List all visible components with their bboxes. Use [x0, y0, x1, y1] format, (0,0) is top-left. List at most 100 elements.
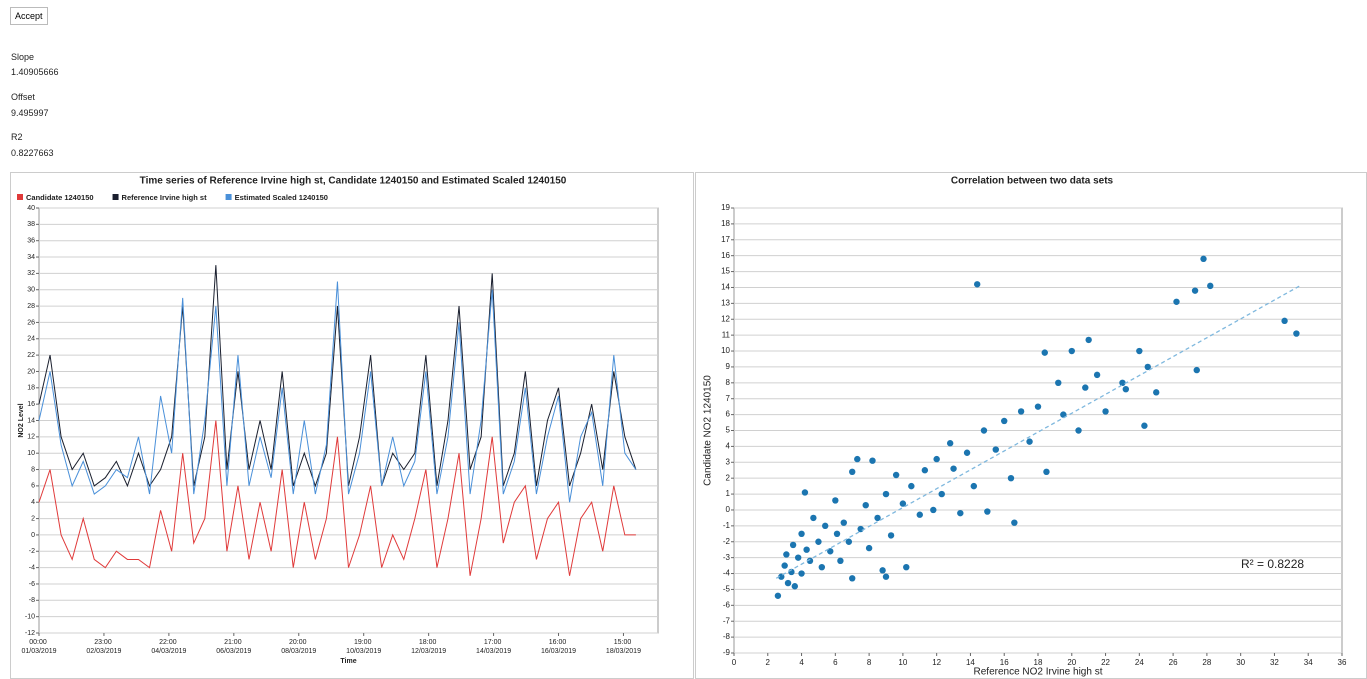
legend-label: Candidate 1240150	[26, 193, 94, 202]
y-tick-label: 13	[721, 298, 730, 307]
x-tick-label: 8	[867, 658, 872, 667]
scatter-point	[933, 455, 940, 463]
accept-button[interactable]: Accept	[10, 7, 48, 25]
legend-swatch	[112, 194, 119, 200]
x-tick-label: 24	[1135, 658, 1144, 667]
scatter-point	[794, 554, 802, 561]
scatter-point	[1034, 403, 1042, 410]
scatter-point	[791, 583, 798, 590]
scatter-point	[1153, 389, 1160, 396]
scatter-point	[984, 508, 991, 515]
scatter-point	[1055, 379, 1062, 387]
scatter-point	[833, 530, 841, 538]
scatter-point	[798, 570, 805, 577]
chart-title: Time series of Reference Irvine high st,…	[140, 176, 567, 187]
field-value: 9.495997	[11, 108, 49, 118]
y-tick-label: 40	[27, 205, 35, 212]
scatter-point	[1093, 371, 1101, 379]
scatter-point	[1173, 298, 1180, 305]
scatter-point	[938, 490, 945, 498]
y-tick-label: 4	[31, 499, 35, 506]
x-tick-label: 14	[966, 658, 975, 667]
y-tick-label: 30	[27, 287, 35, 294]
scatter-point	[1102, 408, 1109, 415]
y-tick-label: 12	[27, 434, 35, 441]
scatter-point	[1119, 379, 1126, 387]
x-tick-label: 15:00 18/03/2019	[606, 639, 641, 655]
y-tick-label: -2	[29, 548, 35, 555]
x-tick-label: 36	[1338, 658, 1347, 667]
y-tick-label: 5	[726, 426, 731, 435]
y-tick-label: 32	[27, 270, 35, 277]
x-tick-label: 32	[1270, 658, 1279, 667]
x-tick-label: 4	[799, 658, 804, 667]
legend-swatch	[17, 194, 23, 200]
y-tick-label: -4	[29, 564, 35, 571]
y-tick-label: -8	[29, 597, 35, 604]
scatter-point	[865, 544, 873, 552]
scatter-point	[798, 530, 805, 538]
scatter-point	[921, 467, 929, 474]
y-tick-label: -6	[29, 581, 35, 588]
y-axis-label: Candidate NO2 1240150	[703, 375, 714, 486]
scatter-point	[899, 500, 907, 507]
x-tick-label: 00:00 01/03/2019	[21, 639, 56, 655]
y-tick-label: 38	[27, 221, 35, 228]
scatter-point	[1043, 468, 1050, 476]
scatter-point	[1007, 474, 1015, 482]
legend-label: Reference Irvine high st	[122, 193, 208, 202]
y-tick-label: 19	[721, 203, 730, 212]
scatter-point	[980, 427, 988, 434]
scatter-point	[832, 497, 839, 504]
x-axis-label: Time	[340, 658, 356, 665]
x-tick-label: 12	[932, 658, 941, 667]
scatter-point	[822, 522, 829, 530]
scatter-point	[810, 514, 817, 522]
scatter-point	[854, 455, 861, 463]
y-tick-label: -1	[723, 521, 731, 530]
x-tick-label: 30	[1236, 658, 1245, 667]
y-tick-label: 16	[721, 251, 730, 260]
x-tick-label: 18:00 12/03/2019	[411, 639, 446, 655]
trend-line	[775, 285, 1301, 579]
y-tick-label: 6	[31, 483, 35, 490]
scatter-point	[992, 446, 999, 453]
scatter-point	[784, 579, 792, 587]
scatter-point	[1060, 411, 1067, 418]
y-tick-label: 8	[726, 378, 731, 387]
scatter-point	[774, 592, 782, 599]
y-tick-label: -2	[723, 537, 731, 546]
scatter-point	[887, 532, 895, 539]
y-axis-label: NO2 Level	[18, 403, 25, 437]
x-tick-label: 17:00 14/03/2019	[476, 639, 511, 655]
y-tick-label: -7	[723, 616, 731, 625]
scatter-point	[963, 449, 971, 456]
x-tick-label: 23:00 02/03/2019	[86, 639, 121, 655]
scatter-point	[1082, 384, 1089, 391]
y-tick-label: -4	[723, 569, 731, 578]
x-tick-label: 26	[1169, 658, 1178, 667]
y-tick-label: 15	[721, 267, 730, 276]
scatter-point	[803, 546, 810, 553]
field-value: 1.40905666	[11, 67, 59, 77]
y-tick-label: 8	[31, 466, 35, 473]
scatter-point	[840, 519, 847, 526]
y-tick-label: 28	[27, 303, 35, 310]
y-tick-label: 2	[726, 473, 731, 482]
x-tick-label: 28	[1202, 658, 1211, 667]
y-tick-label: 20	[27, 368, 35, 375]
y-tick-label: 26	[27, 319, 35, 326]
scatter-point	[1193, 366, 1200, 374]
y-tick-label: 36	[27, 238, 35, 245]
chart-title: Correlation between two data sets	[951, 176, 1114, 187]
scatter-point	[1026, 438, 1033, 445]
y-tick-label: 17	[721, 235, 730, 244]
y-tick-label: -3	[723, 553, 731, 562]
scatter-point	[783, 551, 790, 558]
scatter-point	[849, 575, 856, 582]
y-tick-label: 10	[27, 450, 35, 457]
time-series-chart: Time series of Reference Irvine high st,…	[10, 172, 694, 679]
scatter-point	[862, 501, 869, 509]
y-tick-label: 14	[27, 417, 35, 424]
y-tick-label: 11	[722, 330, 731, 339]
